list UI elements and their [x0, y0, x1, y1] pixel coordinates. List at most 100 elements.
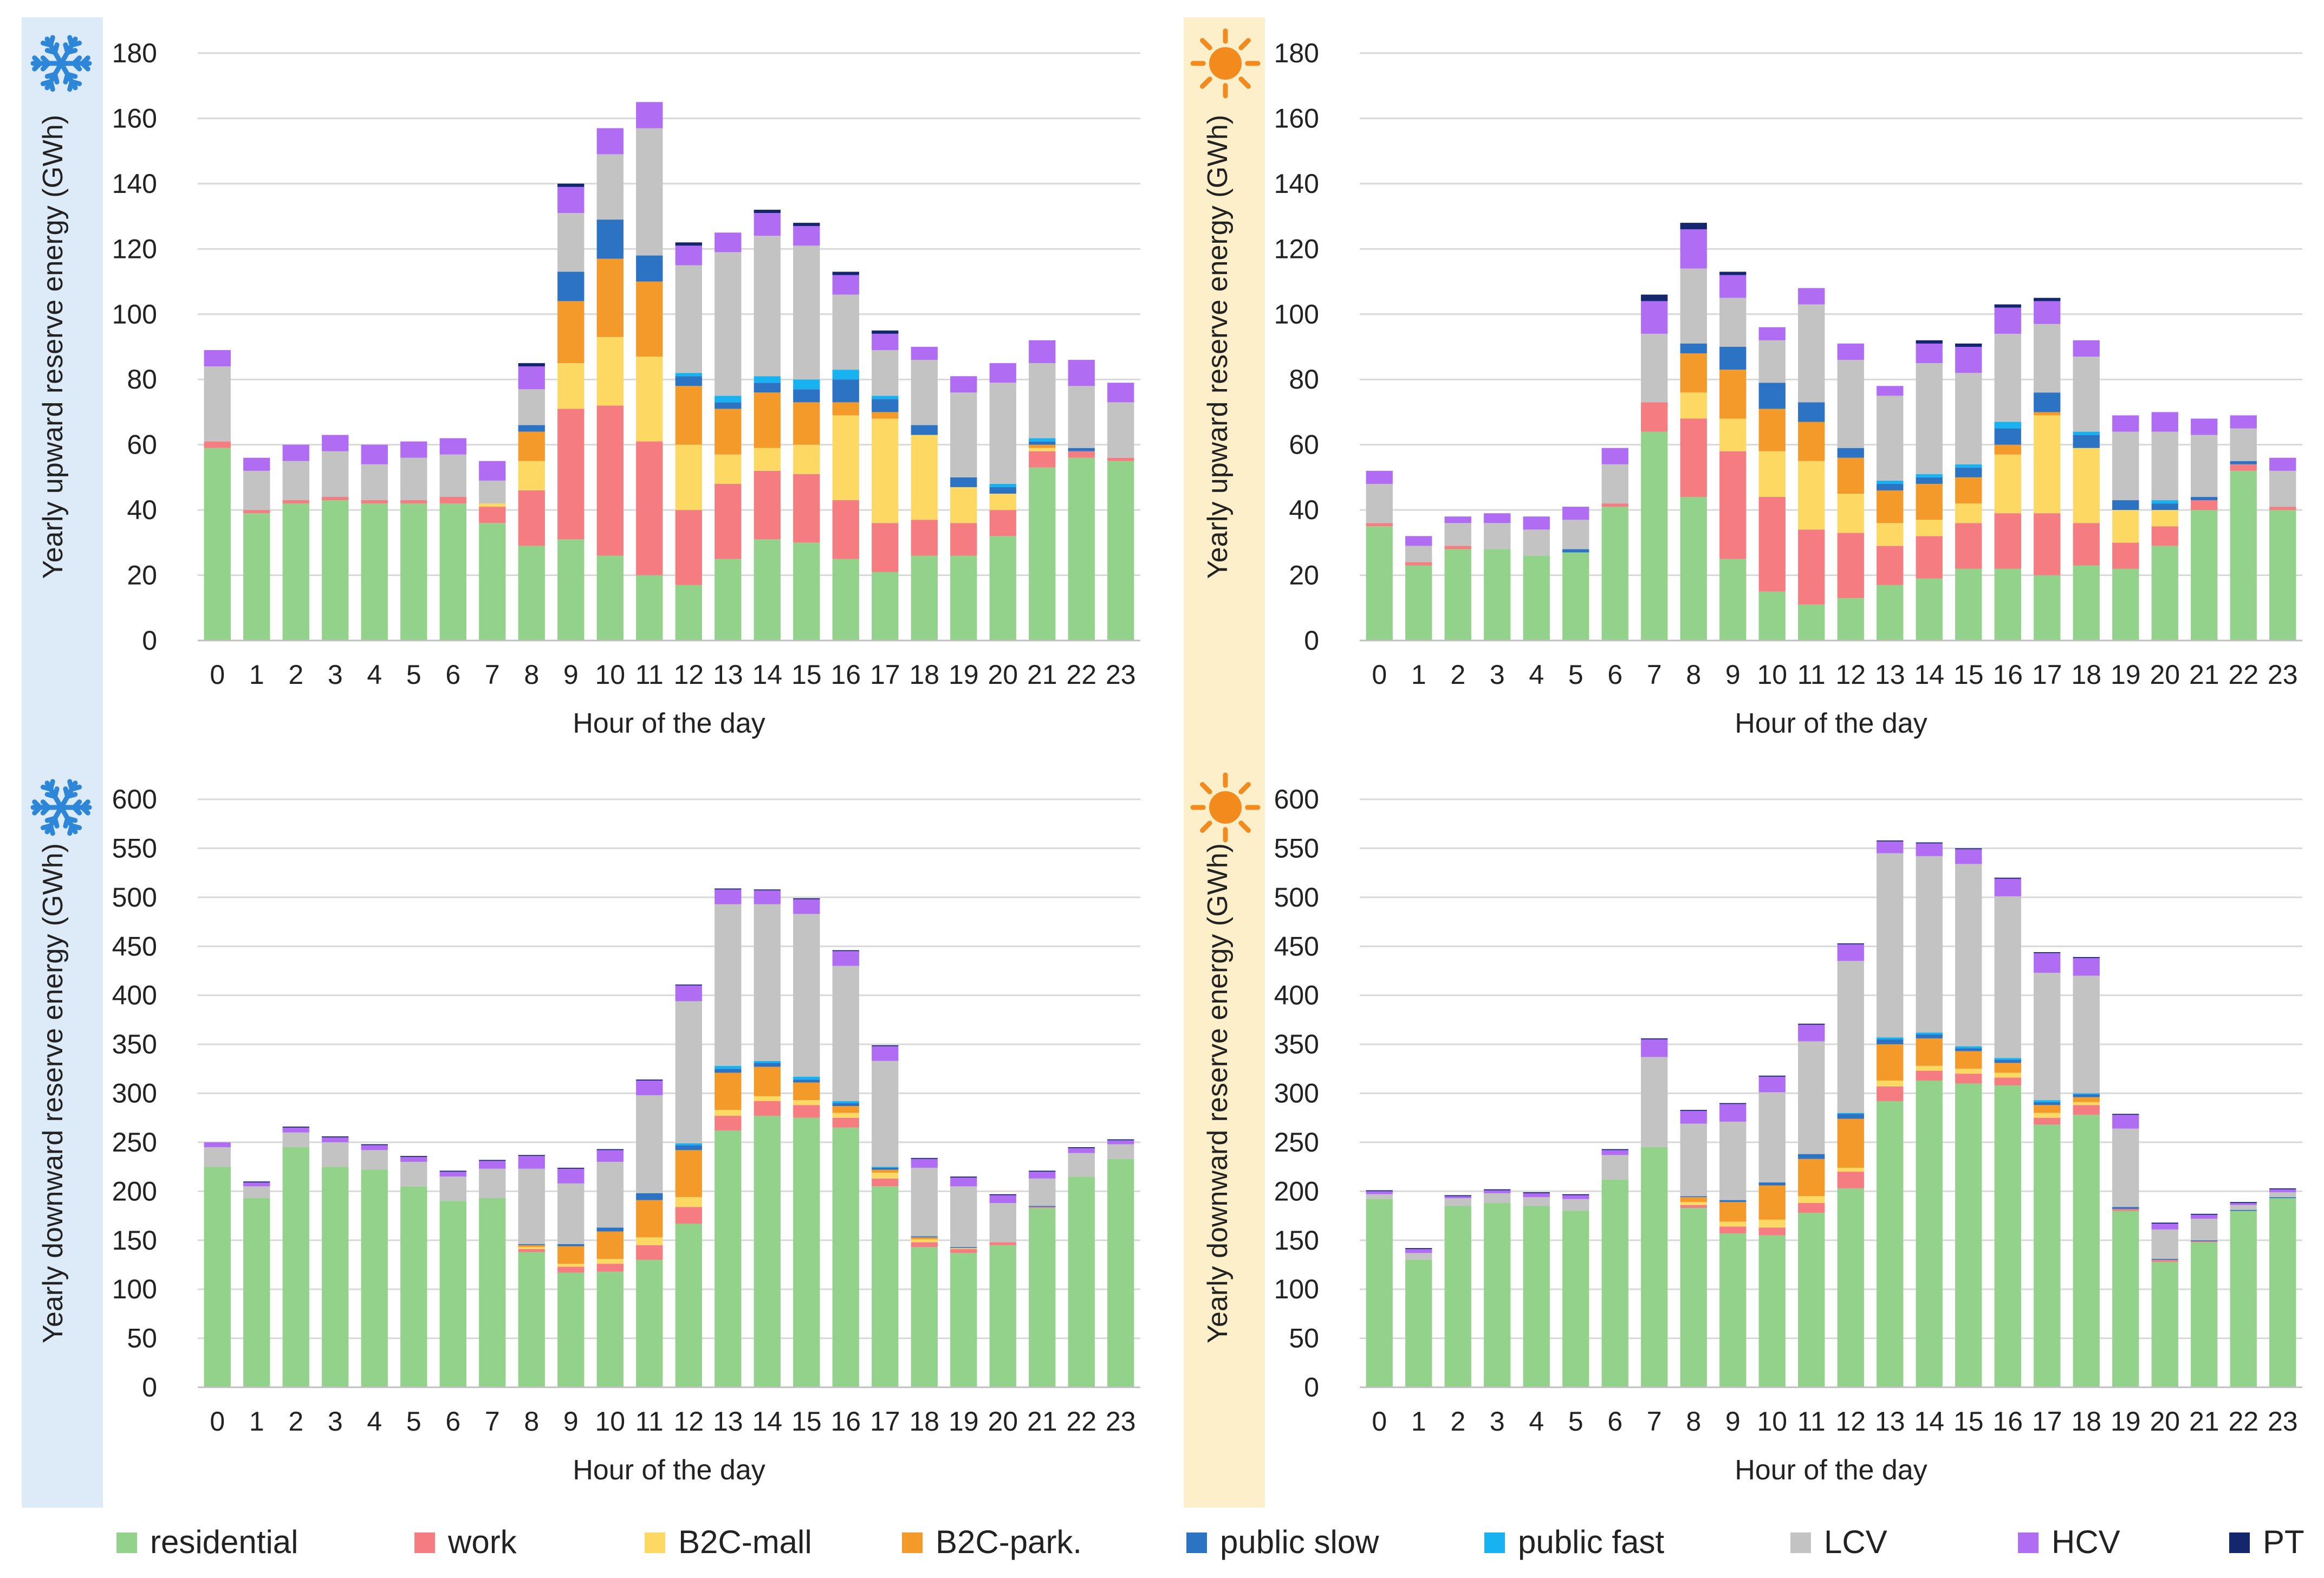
x-tick-label: 23 [1106, 659, 1136, 690]
bar-stack [2191, 1213, 2218, 1387]
bar-segment-pt [2230, 1202, 2257, 1204]
bar-segment-public-fast [675, 1143, 702, 1146]
snowflake-branch [67, 35, 74, 48]
x-tick-label: 5 [1568, 659, 1583, 690]
bar-segment-work [715, 1116, 742, 1131]
bar-segment-work [518, 1249, 545, 1252]
bar-segment-lcv [832, 294, 859, 370]
bar-segment-residential [1405, 1259, 1432, 1387]
bar-segment-hcv [1994, 307, 2021, 334]
bar-segment-hcv [1719, 275, 1747, 298]
bar-segment-b-c-park [1837, 457, 1864, 494]
bar-segment-work [1405, 562, 1432, 566]
snowflake-branch [52, 72, 60, 85]
bar-segment-pt [1405, 1248, 1432, 1250]
bar-segment-public-fast [715, 396, 742, 403]
bar-segment-public-slow [1877, 483, 1904, 490]
bar-segment-residential [1366, 1199, 1393, 1387]
x-tick-label: 2 [288, 659, 303, 690]
x-tick-label: 15 [1953, 1406, 1984, 1437]
bar-segment-b-c-mall [911, 435, 938, 520]
bar-segment-lcv [793, 914, 820, 1077]
y-tick-label: 150 [112, 1225, 157, 1256]
bar-segment-hcv [1758, 327, 1786, 340]
bar-segment-residential [2073, 1115, 2100, 1387]
bar-segment-hcv [1068, 1148, 1095, 1153]
bar-segment-residential [2191, 510, 2218, 641]
bar-segment-lcv [1484, 523, 1511, 549]
bar-segment-public-fast [2073, 431, 2100, 435]
y-tick-label: 550 [112, 833, 157, 863]
sun-icon [1190, 28, 1261, 99]
bar-segment-hcv [1405, 1249, 1432, 1253]
bar-segment-work [715, 483, 742, 559]
bar-segment-work [911, 520, 938, 556]
x-tick-label: 5 [1568, 1406, 1583, 1437]
bar-segment-work [1837, 533, 1864, 598]
bar-segment-work [911, 1242, 938, 1247]
bar-segment-hcv [1798, 288, 1825, 305]
bar-segment-lcv [1719, 1121, 1747, 1200]
bar-segment-b-c-mall [1798, 1196, 1825, 1204]
bar-segment-hcv [1366, 1191, 1393, 1194]
bar-segment-residential [2034, 575, 2061, 641]
bar-stack [793, 898, 820, 1387]
bar-segment-lcv [989, 383, 1016, 484]
bar-segment-work [989, 1242, 1016, 1245]
bar-segment-hcv [557, 1168, 585, 1184]
x-tick-label: 6 [1607, 1406, 1622, 1437]
bar-segment-lcv [1758, 340, 1786, 383]
x-tick-label: 3 [328, 659, 343, 690]
bar-stack [1601, 448, 1628, 641]
bar-segment-b-c-park [2073, 1097, 2100, 1102]
bar-segment-residential [1994, 568, 2021, 641]
bar-stack [1994, 877, 2021, 1387]
bar-segment-b-c-park [557, 301, 585, 364]
bar-segment-b-c-park [518, 431, 545, 461]
snowflake-branch [52, 816, 60, 829]
bar-segment-hcv [2034, 301, 2061, 324]
bar-segment-hcv [1916, 343, 1943, 364]
bar-segment-public-slow [1916, 477, 1943, 484]
bar-segment-b-c-mall [1877, 1080, 1904, 1087]
bar-segment-pt [675, 984, 702, 986]
x-tick-label: 10 [595, 1406, 625, 1437]
x-tick-label: 11 [635, 1406, 664, 1437]
bar-segment-lcv [1107, 402, 1134, 458]
bar-segment-lcv [1994, 333, 2021, 422]
x-tick-label: 17 [870, 659, 900, 690]
x-tick-label: 2 [1450, 1406, 1465, 1437]
bar-segment-residential [1641, 431, 1668, 641]
bar-segment-hcv [1601, 448, 1628, 464]
bar-segment-work [243, 510, 270, 514]
bar-segment-residential [1955, 568, 1982, 641]
bar-segment-hcv [1877, 841, 1904, 853]
bar-segment-lcv [1562, 1199, 1589, 1211]
bar-segment-hcv [2112, 415, 2139, 432]
bar-segment-hcv [204, 350, 231, 367]
bar-segment-b-c-mall [1955, 503, 1982, 523]
bar-stack [832, 950, 859, 1387]
bar-segment-public-slow [715, 402, 742, 409]
bar-segment-b-c-mall [1994, 1072, 2021, 1078]
bar-segment-public-slow [2151, 503, 2178, 510]
bar-segment-pt [911, 1157, 938, 1159]
bar-segment-lcv [1877, 396, 1904, 481]
y-tick-label: 200 [112, 1176, 157, 1206]
bar-segment-public-fast [1837, 1113, 1864, 1114]
bar-stack [2269, 1188, 2296, 1387]
bar-segment-lcv [2269, 470, 2296, 507]
bar-segment-work [596, 1264, 624, 1272]
bar-segment-work [989, 510, 1016, 536]
bar-stack [675, 242, 702, 641]
bar-segment-work [1719, 451, 1747, 559]
snowflake-branch [40, 61, 51, 72]
bar-segment-hcv [518, 366, 545, 390]
bar-segment-lcv [400, 1162, 427, 1187]
bar-segment-lcv [1837, 961, 1864, 1113]
bar-segment-public-fast [872, 1167, 899, 1168]
x-tick-label: 10 [595, 659, 625, 690]
bar-segment-pt [479, 1160, 506, 1161]
legend-swatch [116, 1532, 137, 1553]
sun-disc [1209, 47, 1242, 80]
